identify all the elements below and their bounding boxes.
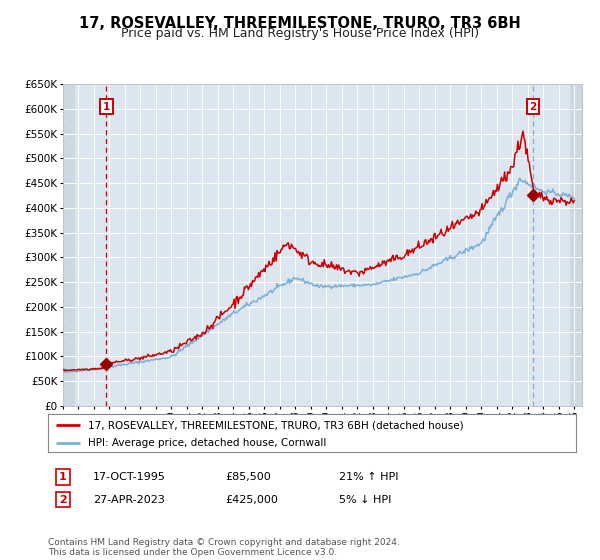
Text: 17-OCT-1995: 17-OCT-1995 [93,472,166,482]
Text: Price paid vs. HM Land Registry's House Price Index (HPI): Price paid vs. HM Land Registry's House … [121,27,479,40]
Text: 1: 1 [59,472,67,482]
Text: £425,000: £425,000 [225,494,278,505]
Bar [63,84,74,406]
Text: 2: 2 [529,102,536,112]
Text: 21% ↑ HPI: 21% ↑ HPI [339,472,398,482]
Text: 1: 1 [103,102,110,112]
Text: 17, ROSEVALLEY, THREEMILESTONE, TRURO, TR3 6BH: 17, ROSEVALLEY, THREEMILESTONE, TRURO, T… [79,16,521,31]
Bar [569,84,582,406]
Text: 5% ↓ HPI: 5% ↓ HPI [339,494,391,505]
Text: 2: 2 [59,494,67,505]
Text: £85,500: £85,500 [225,472,271,482]
Text: 27-APR-2023: 27-APR-2023 [93,494,165,505]
Text: Contains HM Land Registry data © Crown copyright and database right 2024.
This d: Contains HM Land Registry data © Crown c… [48,538,400,557]
Text: 17, ROSEVALLEY, THREEMILESTONE, TRURO, TR3 6BH (detached house): 17, ROSEVALLEY, THREEMILESTONE, TRURO, T… [88,420,463,430]
Text: HPI: Average price, detached house, Cornwall: HPI: Average price, detached house, Corn… [88,438,326,448]
